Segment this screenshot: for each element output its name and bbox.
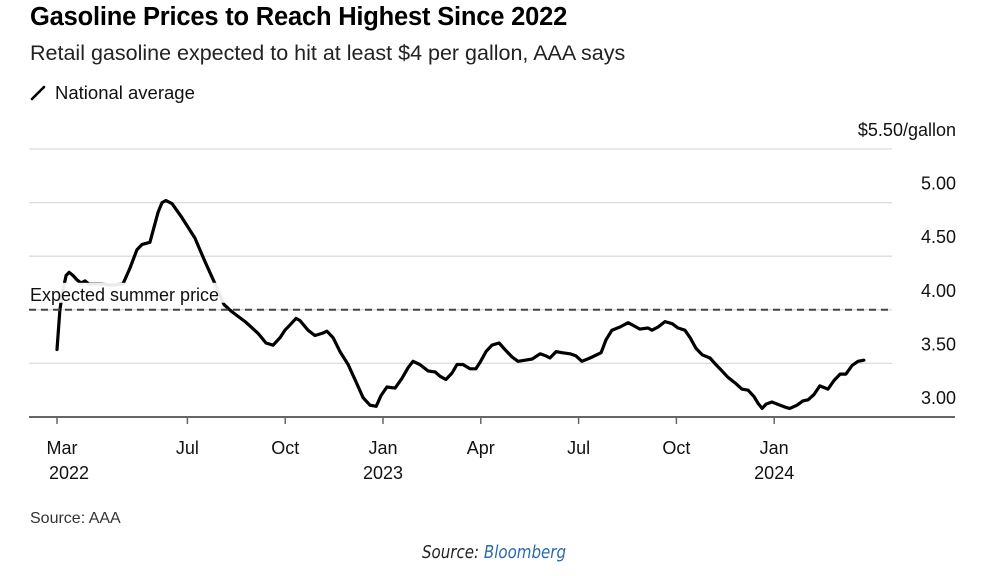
chart-title: Gasoline Prices to Reach Highest Since 2…: [30, 3, 568, 31]
footer-credit: Source: Bloomberg: [69, 543, 919, 563]
y-axis-ticks: $5.50/gallon 5.00 4.50 4.00 3.50 3.00: [858, 120, 956, 408]
chart-subtitle: Retail gasoline expected to hit at least…: [30, 41, 626, 65]
x-tick-label: Jul: [567, 438, 590, 458]
legend-label: National average: [55, 82, 195, 103]
y-tick-label: 5.00: [921, 174, 956, 194]
y-tick-label: 4.00: [921, 281, 956, 301]
x-tick-label: Oct: [662, 438, 690, 458]
series-line-national-average: [55, 198, 866, 410]
x-tick-label: Apr: [467, 438, 495, 458]
source-note: Source: AAA: [30, 510, 121, 527]
reference-layer: Expected summer price: [29, 282, 892, 311]
bloomberg-link[interactable]: Bloomberg: [483, 543, 567, 563]
x-axis: Mar 2022 Jul Oct Jan 2023 Apr Jul Oct Jan 2024: [29, 416, 955, 483]
legend-line-icon: [30, 85, 46, 101]
reference-label-background: [30, 282, 262, 303]
y-tick-label: 3.50: [921, 334, 956, 354]
x-tick-label: Jan: [368, 438, 397, 458]
x-tick-label: Oct: [271, 438, 299, 458]
reference-line-label: Expected summer price: [30, 285, 219, 305]
x-tick-label: Mar: [47, 438, 78, 458]
gridlines: [29, 148, 892, 365]
x-tick-year-label: 2024: [754, 463, 794, 483]
y-tick-label: $5.50/gallon: [858, 120, 956, 140]
y-tick-label: 4.50: [921, 227, 956, 247]
x-tick-year-label: 2022: [49, 463, 89, 483]
line-chart: $5.50/gallon 5.00 4.50 4.00 3.50 3.00 Mar 2022…: [29, 120, 956, 483]
y-tick-label: 3.00: [921, 388, 956, 408]
x-tick-label: Jan: [760, 438, 789, 458]
footer-prefix: Source:: [421, 543, 484, 563]
legend: National average: [30, 82, 195, 104]
x-tick-year-label: 2023: [363, 463, 403, 483]
series-layer: [55, 198, 866, 410]
x-tick-label: Jul: [176, 438, 199, 458]
